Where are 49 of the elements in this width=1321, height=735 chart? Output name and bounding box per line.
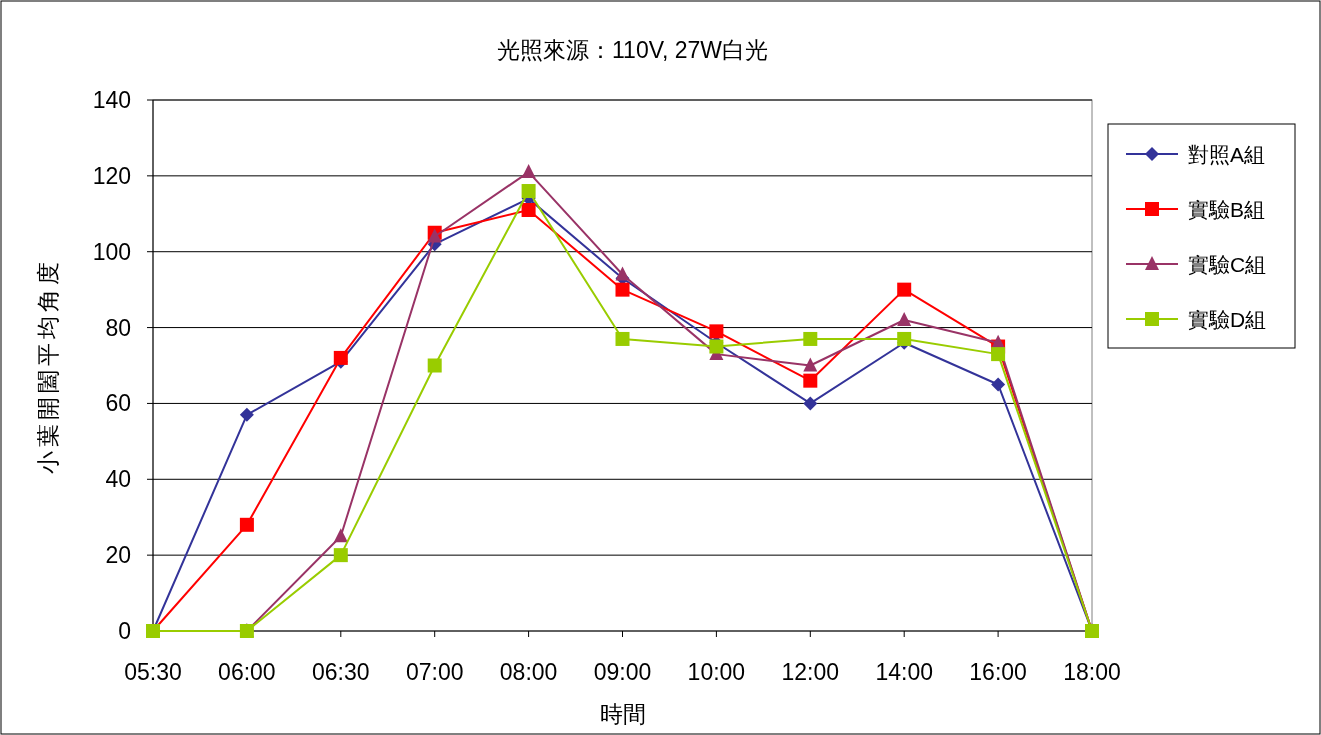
legend-label: 實驗C組 (1188, 253, 1267, 276)
x-tick-label: 08:00 (499, 659, 558, 685)
point (427, 358, 442, 373)
point (521, 184, 536, 199)
y-tick-label: 20 (105, 542, 131, 569)
y-tick-label: 120 (92, 162, 131, 189)
y-tick-label: 80 (105, 314, 131, 341)
point (615, 331, 630, 346)
point (709, 339, 724, 354)
point (991, 377, 1006, 392)
y-tick-label: 0 (118, 618, 131, 644)
legend-label: 實驗D組 (1188, 308, 1267, 331)
x-tick-label: 14:00 (875, 659, 933, 685)
x-tick-label: 16:00 (969, 659, 1027, 685)
x-tick-label: 05:30 (124, 659, 182, 685)
point (803, 331, 818, 346)
point (333, 350, 348, 365)
point (239, 407, 254, 422)
y-tick-label: 140 (92, 87, 131, 113)
point (521, 164, 536, 179)
point (521, 202, 536, 217)
y-axis-title: 小葉開闔平均角度 (35, 257, 61, 474)
x-tick-label: 10:00 (687, 659, 746, 685)
point (615, 282, 630, 297)
point (803, 396, 818, 411)
x-tick-label: 12:00 (781, 659, 840, 685)
point (897, 282, 912, 297)
point (897, 331, 912, 346)
x-tick-label: 07:00 (405, 659, 464, 685)
point (333, 528, 348, 543)
point (709, 324, 724, 339)
point (803, 373, 818, 388)
chart-title: 光照來源：110V, 27W白光 (497, 37, 768, 63)
legend-label: 實驗B組 (1188, 198, 1266, 221)
y-tick-label: 40 (105, 466, 131, 493)
x-tick-label: 18:00 (1063, 659, 1121, 685)
x-tick-label: 06:30 (312, 659, 370, 685)
point (615, 266, 630, 281)
y-tick-label: 100 (92, 238, 131, 265)
x-tick-label: 09:00 (593, 659, 652, 685)
x-tick-label: 06:00 (218, 659, 276, 685)
x-axis-title: 時間 (599, 701, 646, 727)
point (803, 357, 818, 372)
y-tick-label: 60 (105, 390, 131, 417)
point (897, 311, 912, 326)
point (239, 517, 254, 532)
legend-label: 對照A組 (1188, 143, 1266, 166)
point (991, 347, 1006, 362)
point (333, 548, 348, 563)
